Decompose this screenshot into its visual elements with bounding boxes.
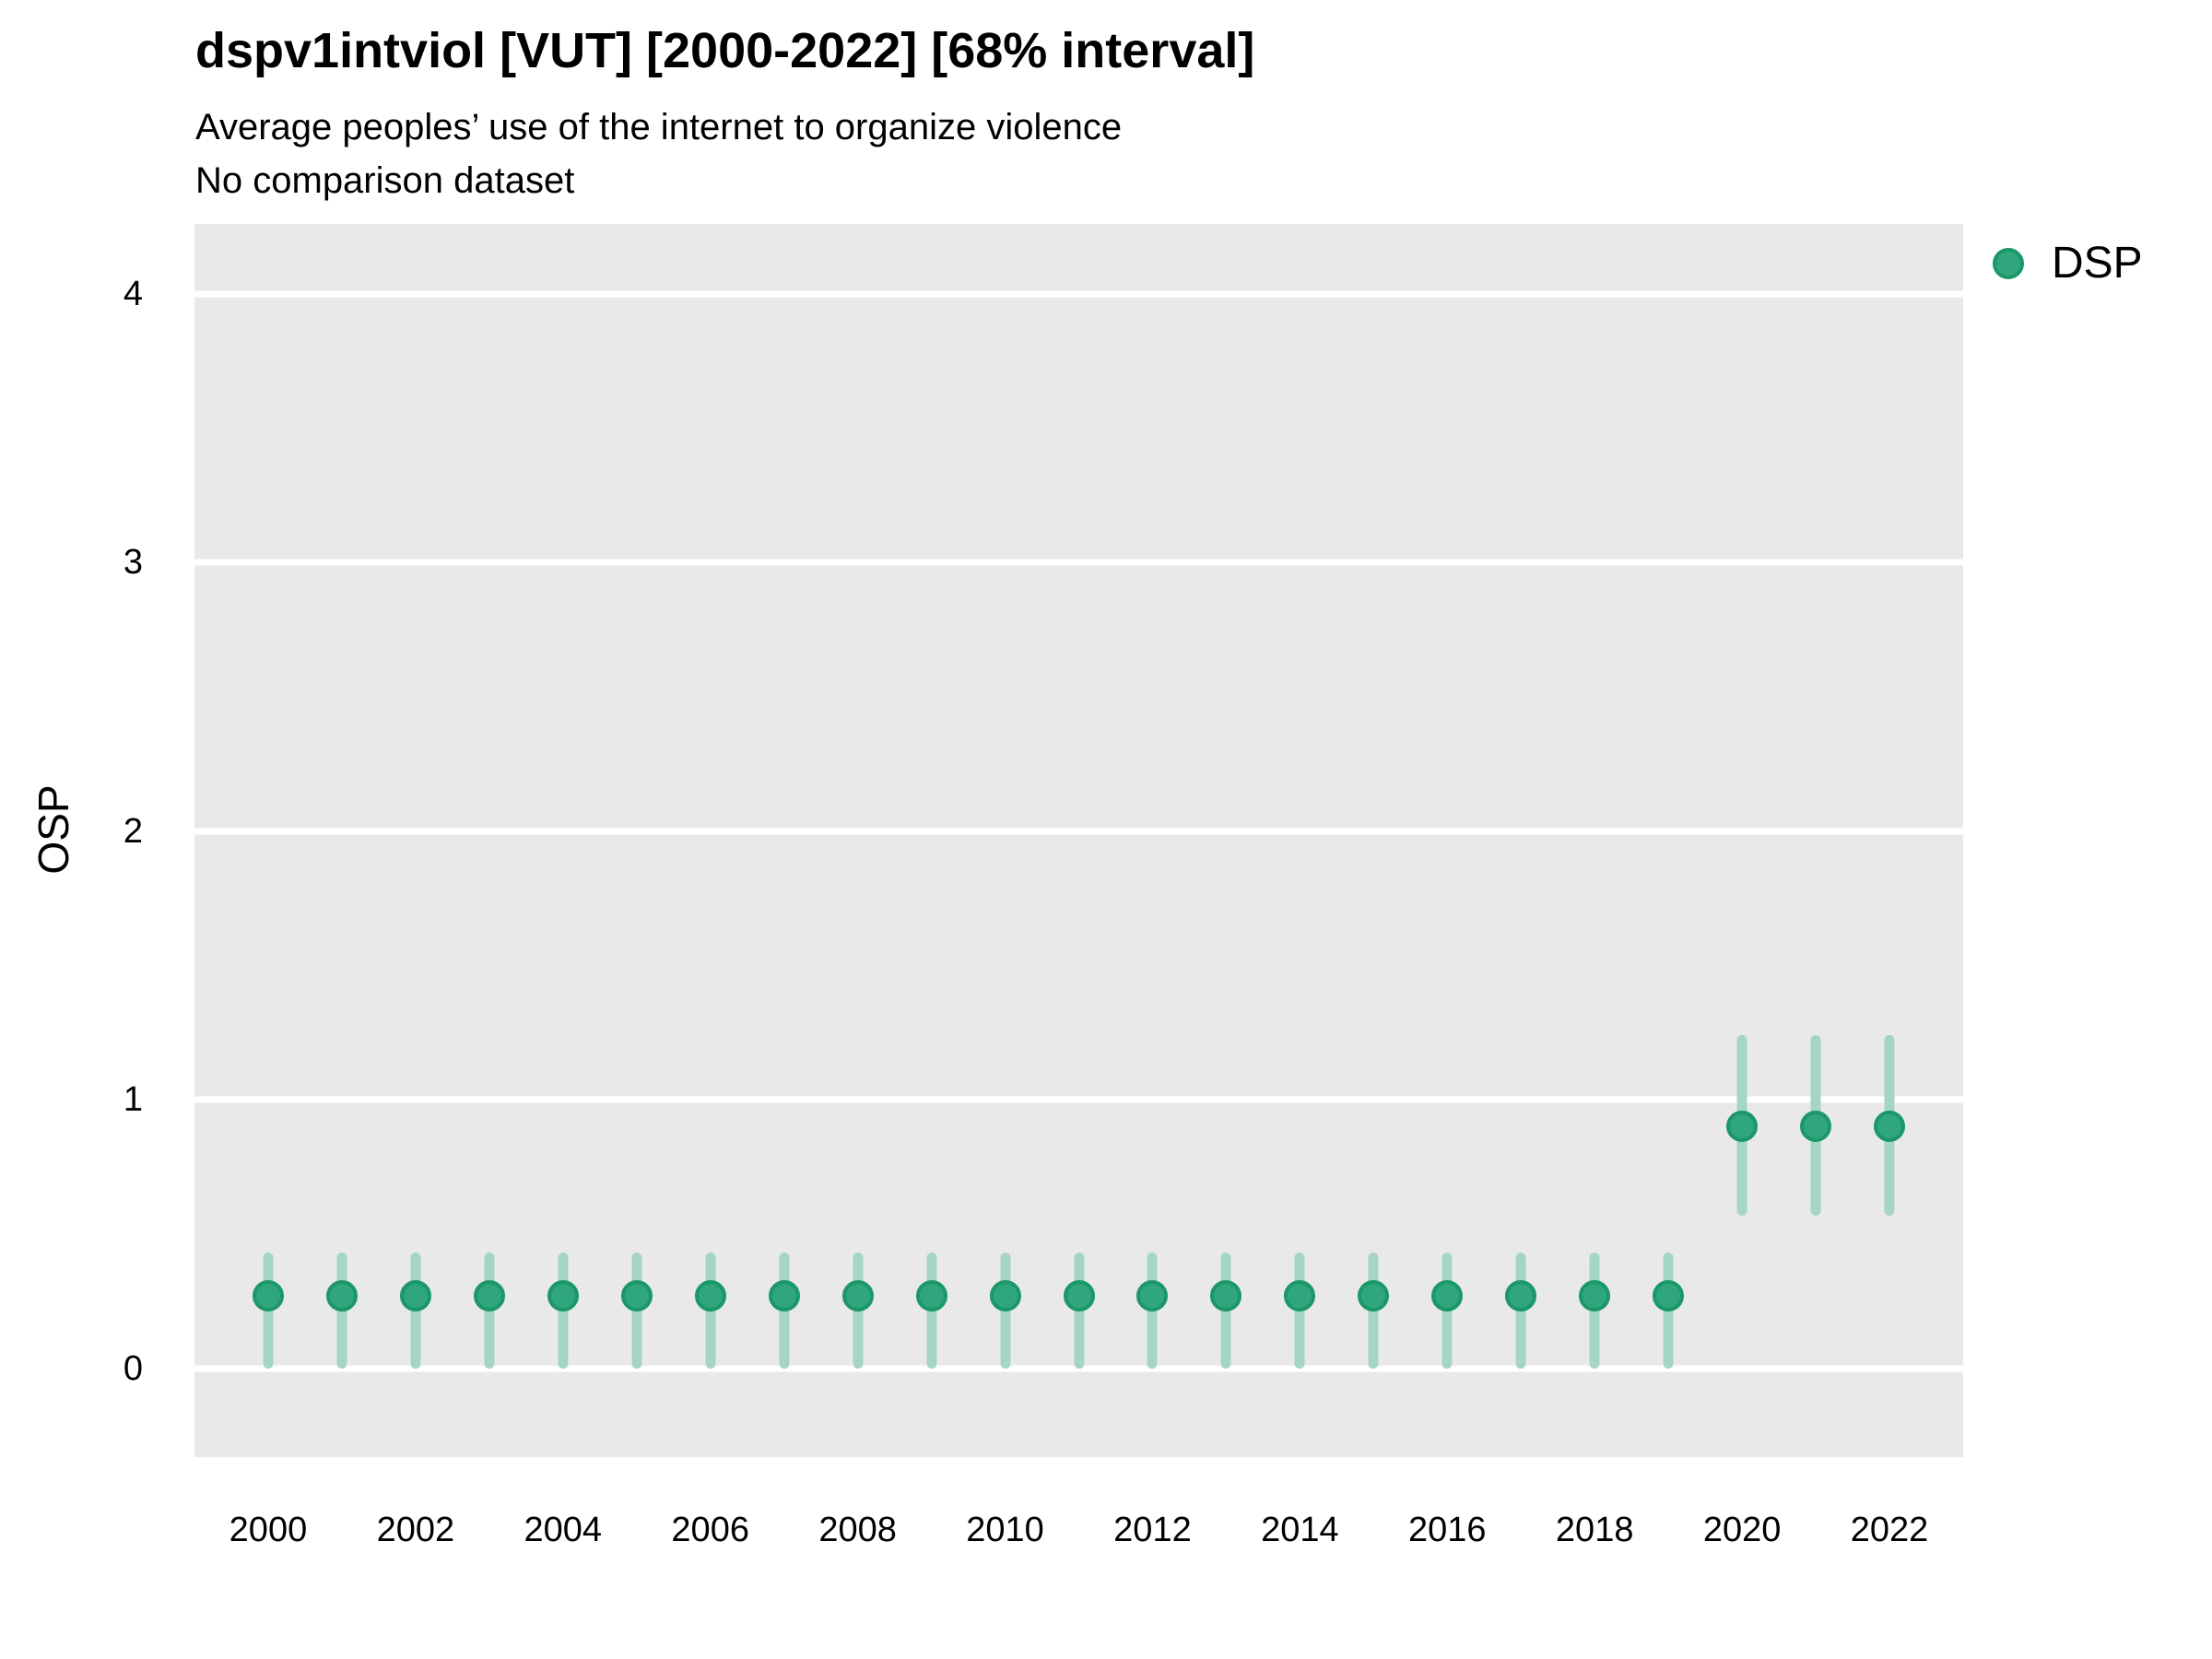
gridline-y-1 <box>194 1096 1963 1103</box>
point-estimate-2016 <box>1431 1280 1464 1312</box>
chart-caption: No comparison dataset <box>195 160 575 201</box>
x-tick-label-2020: 2020 <box>1702 1511 1782 1549</box>
point-estimate-2020 <box>1726 1111 1759 1143</box>
point-estimate-2000 <box>252 1280 284 1312</box>
point-estimate-2011 <box>1063 1280 1095 1312</box>
y-tick-label-3: 3 <box>123 543 143 582</box>
y-tick-label-1: 1 <box>123 1080 143 1120</box>
point-estimate-2021 <box>1800 1111 1832 1143</box>
y-tick-label-2: 2 <box>123 811 143 851</box>
point-estimate-2012 <box>1136 1280 1169 1312</box>
x-tick-label-2010: 2010 <box>966 1511 1044 1549</box>
x-tick-label-2008: 2008 <box>818 1511 897 1549</box>
point-estimate-2010 <box>989 1280 1021 1312</box>
x-tick-label-2012: 2012 <box>1113 1511 1192 1549</box>
point-estimate-2015 <box>1358 1280 1390 1312</box>
legend-point-icon <box>1993 248 2024 279</box>
point-estimate-2005 <box>620 1280 653 1312</box>
point-estimate-2009 <box>915 1280 947 1312</box>
point-estimate-2018 <box>1579 1280 1611 1312</box>
chart-subtitle: Average peoples’ use of the internet to … <box>195 107 1123 147</box>
gridline-y-0 <box>194 1365 1963 1372</box>
x-tick-label-2002: 2002 <box>376 1511 455 1549</box>
point-estimate-2013 <box>1210 1280 1242 1312</box>
x-tick-label-2018: 2018 <box>1555 1511 1634 1549</box>
point-estimate-2014 <box>1284 1280 1316 1312</box>
point-estimate-2017 <box>1505 1280 1537 1312</box>
gridline-y-3 <box>194 559 1963 566</box>
point-estimate-2007 <box>768 1280 800 1312</box>
point-estimate-2022 <box>1874 1111 1906 1143</box>
point-estimate-2004 <box>547 1280 579 1312</box>
x-tick-label-2014: 2014 <box>1261 1511 1339 1549</box>
legend: DSP <box>1993 241 2143 286</box>
point-estimate-2002 <box>399 1280 431 1312</box>
plot-panel <box>194 224 1963 1457</box>
point-estimate-2003 <box>473 1280 505 1312</box>
x-tick-label-2006: 2006 <box>671 1511 749 1549</box>
point-estimate-2001 <box>325 1280 358 1312</box>
point-estimate-2006 <box>694 1280 726 1312</box>
x-tick-label-2022: 2022 <box>1850 1511 1929 1549</box>
y-tick-label-0: 0 <box>123 1348 143 1388</box>
point-estimate-2019 <box>1653 1280 1685 1312</box>
point-estimate-2008 <box>841 1280 874 1312</box>
legend-label: DSP <box>2052 239 2143 288</box>
gridline-y-2 <box>194 828 1963 835</box>
y-tick-label-4: 4 <box>123 274 143 313</box>
x-tick-label-2000: 2000 <box>229 1511 308 1549</box>
x-tick-label-2016: 2016 <box>1408 1511 1487 1549</box>
x-tick-label-2004: 2004 <box>524 1511 603 1549</box>
chart-title: dspv1intviol [VUT] [2000-2022] [68% inte… <box>195 23 1255 78</box>
gridline-y-4 <box>194 290 1963 298</box>
